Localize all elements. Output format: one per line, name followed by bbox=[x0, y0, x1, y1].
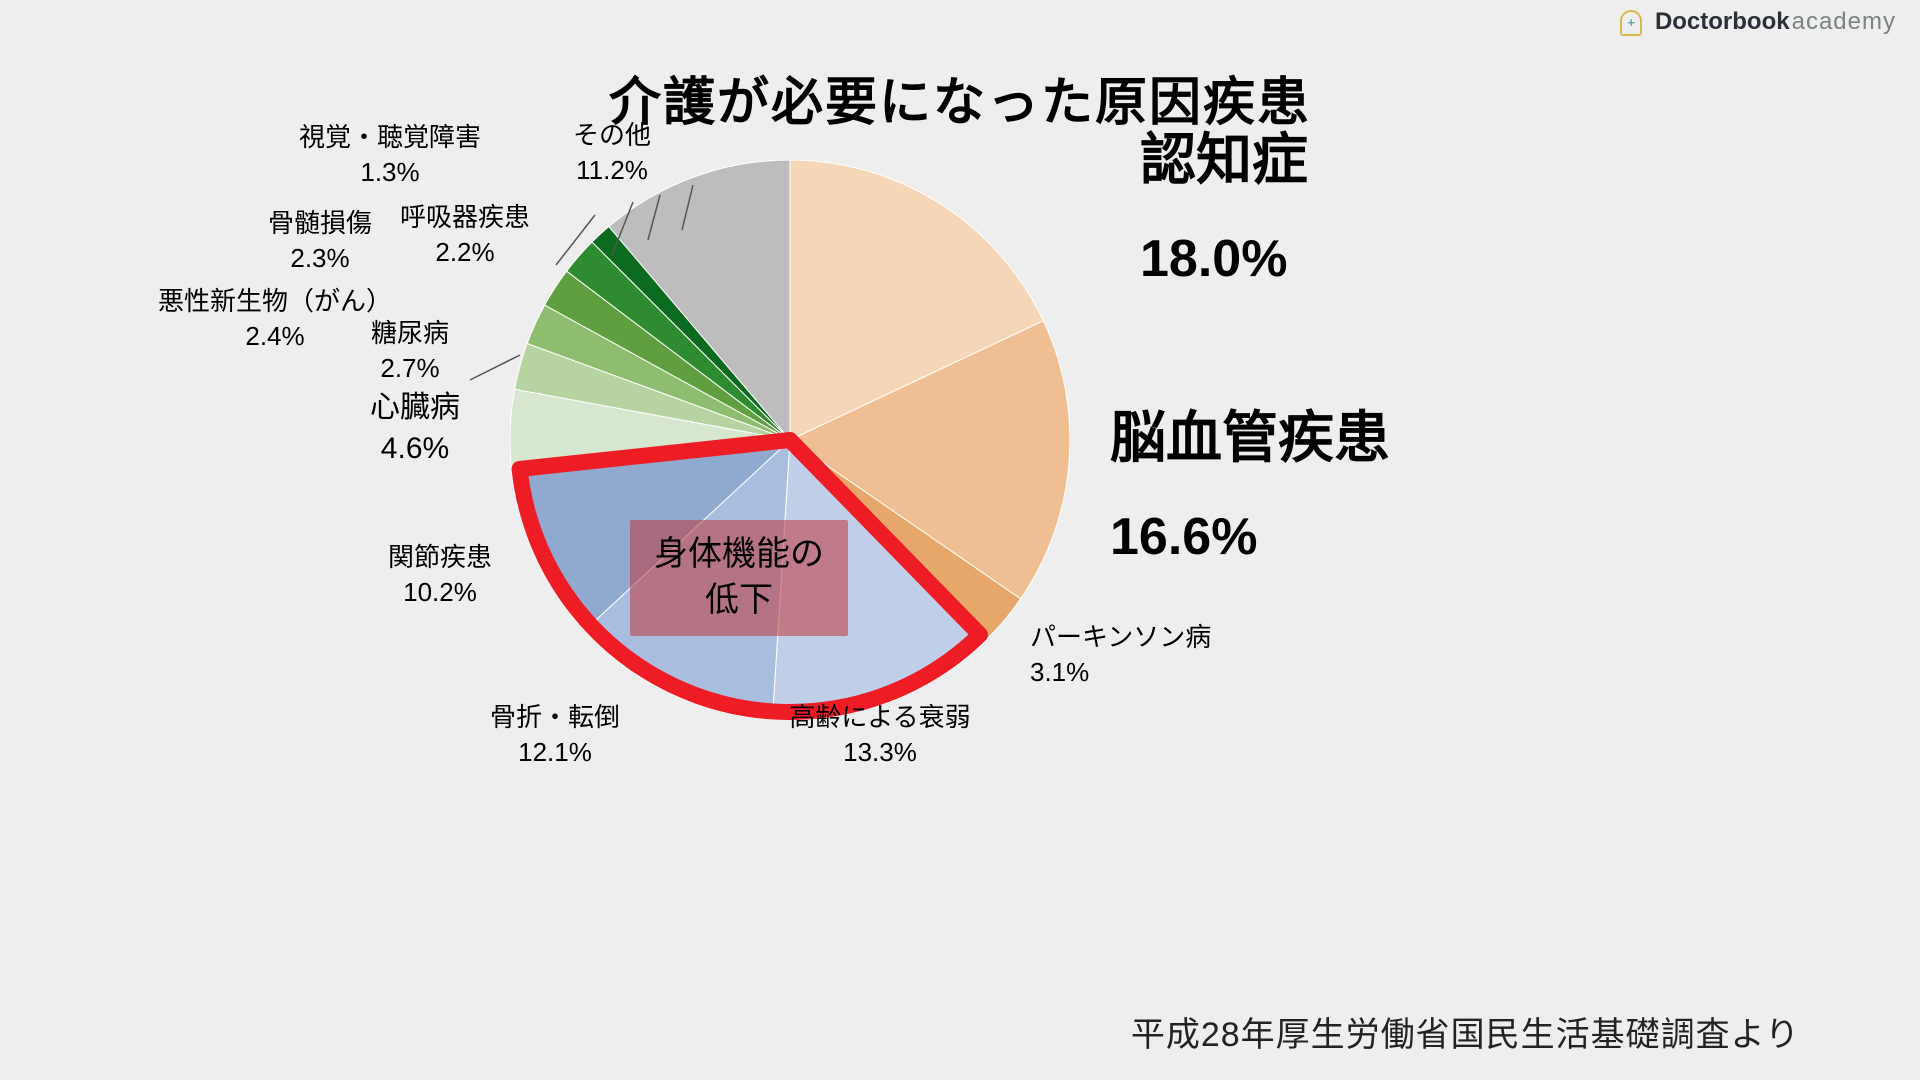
slice-label: 認知症 18.0% bbox=[1140, 122, 1308, 294]
slice-label: 高齢による衰弱13.3% bbox=[789, 700, 970, 770]
slice-label: 呼吸器疾患2.2% bbox=[400, 200, 530, 270]
slice-name: 脳血管疾患 bbox=[1110, 400, 1390, 476]
slice-percent: 10.2% bbox=[388, 575, 492, 610]
highlight-line1: 身体機能の bbox=[654, 535, 824, 573]
slice-label: 心臓病4.6% bbox=[370, 388, 460, 469]
slice-name: 呼吸器疾患 bbox=[400, 200, 530, 235]
slice-percent: 16.6% bbox=[1110, 502, 1390, 572]
slice-name: 骨髄損傷 bbox=[268, 206, 372, 241]
slice-name: 認知症 bbox=[1140, 122, 1308, 198]
brand-icon bbox=[1620, 10, 1642, 36]
pie-chart bbox=[510, 160, 1070, 720]
slice-label: その他11.2% bbox=[573, 118, 651, 188]
slice-percent: 3.1% bbox=[1030, 655, 1211, 690]
slice-name: 視覚・聴覚障害 bbox=[299, 120, 481, 155]
slice-label: パーキンソン病3.1% bbox=[1030, 620, 1211, 690]
slice-percent: 2.3% bbox=[268, 241, 372, 276]
slice-percent: 11.2% bbox=[573, 153, 651, 188]
slice-label: 視覚・聴覚障害1.3% bbox=[299, 120, 481, 190]
slice-percent: 2.7% bbox=[371, 351, 449, 386]
brand-name: Doctorbook bbox=[1655, 8, 1790, 35]
brand-logo: Doctorbookacademy bbox=[1620, 8, 1896, 36]
slice-percent: 4.6% bbox=[370, 429, 460, 470]
slice-name: 悪性新生物（がん） bbox=[158, 284, 392, 319]
slice-name: 関節疾患 bbox=[388, 540, 492, 575]
slice-label: 悪性新生物（がん）2.4% bbox=[158, 284, 392, 354]
slice-percent: 1.3% bbox=[299, 155, 481, 190]
slice-label: 脳血管疾患 16.6% bbox=[1110, 400, 1390, 572]
brand-suffix: academy bbox=[1792, 8, 1896, 35]
slice-percent: 13.3% bbox=[789, 735, 970, 770]
slice-percent: 18.0% bbox=[1140, 224, 1308, 294]
slice-percent: 2.4% bbox=[158, 319, 392, 354]
slice-name: 心臓病 bbox=[370, 388, 460, 429]
slice-name: パーキンソン病 bbox=[1030, 620, 1211, 655]
slice-percent: 2.2% bbox=[400, 235, 530, 270]
highlight-line2: 低下 bbox=[705, 581, 773, 619]
slice-label: 関節疾患10.2% bbox=[388, 540, 492, 610]
slice-name: 骨折・転倒 bbox=[490, 700, 620, 735]
source-note: 平成28年厚生労働省国民生活基礎調査より bbox=[1131, 1007, 1800, 1056]
slice-label: 骨折・転倒12.1% bbox=[490, 700, 620, 770]
slice-name: その他 bbox=[573, 118, 651, 153]
slice-label: 骨髄損傷2.3% bbox=[268, 206, 372, 276]
slice-percent: 12.1% bbox=[490, 735, 620, 770]
slice-name: 高齢による衰弱 bbox=[789, 700, 970, 735]
highlight-box: 身体機能の 低下 bbox=[630, 520, 848, 636]
